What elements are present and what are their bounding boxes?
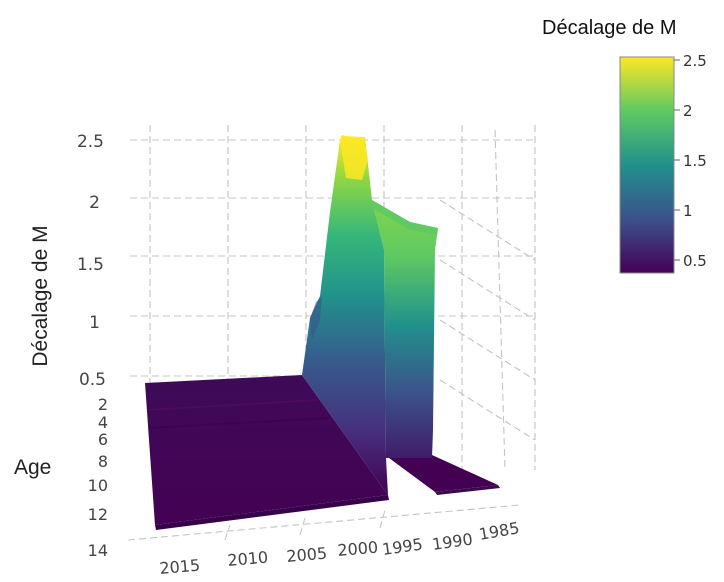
z-tick-label: 0.5 xyxy=(79,370,106,390)
z-tick-label: 2 xyxy=(89,193,100,213)
surface-plot xyxy=(145,135,500,530)
x-tick-label: 2010 xyxy=(227,548,269,570)
surface-floor-stripe xyxy=(147,399,319,411)
y-tick-label: 14 xyxy=(88,541,108,560)
surface-floor-right xyxy=(385,455,498,492)
surface-floor-main xyxy=(145,375,388,525)
legend-title: Décalage de M xyxy=(542,17,677,39)
y-axis-title: Age xyxy=(14,456,51,479)
y-tick-label: 6 xyxy=(98,430,108,449)
colorbar-tick-label: 1.5 xyxy=(683,152,707,170)
y-axis-ticks: 2 4 6 8 10 12 14 xyxy=(88,395,108,560)
color-legend: Décalage de M 2.5 2 1.5 1 0.5 xyxy=(542,17,707,274)
z-tick-label: 1.5 xyxy=(77,255,104,275)
colorbar-ticks xyxy=(674,59,680,261)
x-tick-label: 2015 xyxy=(159,556,201,578)
surface-ridge-peak xyxy=(340,136,368,180)
y-tick-label: 12 xyxy=(88,505,108,524)
x-tick-label: 1990 xyxy=(431,529,474,553)
x-tick-label: 2005 xyxy=(286,544,328,566)
surface-ridge-front xyxy=(302,135,388,495)
z-axis-ticks: 2.5 2 1.5 1 0.5 xyxy=(77,132,106,390)
colorbar-tick-label: 2 xyxy=(683,102,693,120)
colorbar-tick-label: 0.5 xyxy=(683,252,707,270)
surface-right-ridge xyxy=(372,200,438,458)
x-tick-label: 1995 xyxy=(381,534,424,558)
x-tick-label: 1985 xyxy=(477,518,520,544)
y-tick-label: 8 xyxy=(98,452,108,471)
y-tick-label: 4 xyxy=(98,413,108,432)
x-tick-label: 2000 xyxy=(337,538,379,560)
colorbar xyxy=(619,56,675,274)
y-tick-label: 2 xyxy=(98,395,108,414)
colorbar-tick-label: 1 xyxy=(683,202,693,220)
surface-floor-right-edge xyxy=(435,485,500,495)
x-axis-ticks: 2015 2010 2005 2000 1995 1990 1985 xyxy=(159,518,521,578)
surface-right-ridge-top xyxy=(372,200,438,235)
z-axis-title: Décalage de M xyxy=(29,225,52,366)
surface-floor-front xyxy=(155,495,389,530)
surface-ridge-shoulder xyxy=(310,296,322,340)
z-tick-label: 1 xyxy=(89,313,100,333)
colorbar-tick-label: 2.5 xyxy=(683,52,707,70)
surface-floor-stripe xyxy=(148,417,331,429)
y-tick-label: 10 xyxy=(88,476,108,495)
z-tick-label: 2.5 xyxy=(77,132,104,152)
